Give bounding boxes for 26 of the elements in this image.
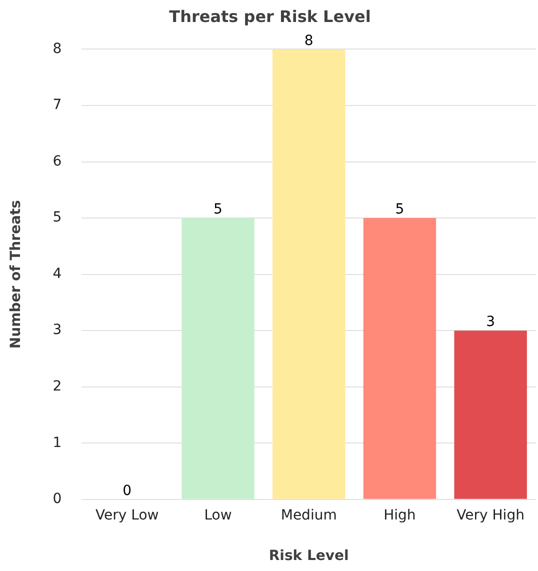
y-tick-label: 7 — [52, 97, 62, 114]
x-tick-label: Low — [204, 507, 232, 524]
y-tick-label: 0 — [52, 491, 62, 508]
x-axis-title: Risk Level — [268, 548, 349, 564]
y-tick-label: 5 — [52, 210, 62, 226]
y-tick-label: 2 — [52, 378, 62, 394]
x-tick-label: Medium — [280, 507, 337, 524]
data-label: 0 — [122, 483, 132, 500]
y-tick-label: 3 — [52, 322, 62, 338]
x-tick-label: Very High — [456, 507, 524, 524]
data-label: 8 — [304, 32, 314, 49]
bar — [454, 330, 527, 499]
data-label: 5 — [395, 202, 404, 218]
x-tick-label: Very Low — [96, 507, 159, 524]
y-tick-label: 1 — [52, 434, 62, 451]
y-tick-label: 6 — [52, 153, 62, 170]
bar — [272, 49, 346, 499]
y-tick-label: 8 — [52, 40, 62, 57]
chart-title: Threats per Risk Level — [169, 6, 371, 26]
bar — [363, 218, 436, 499]
y-axis-title: Number of Threats — [8, 200, 24, 349]
y-tick-label: 4 — [52, 266, 62, 282]
data-label: 3 — [486, 314, 496, 330]
x-tick-label: High — [384, 507, 416, 524]
bar — [182, 218, 254, 499]
data-label: 5 — [214, 202, 222, 218]
